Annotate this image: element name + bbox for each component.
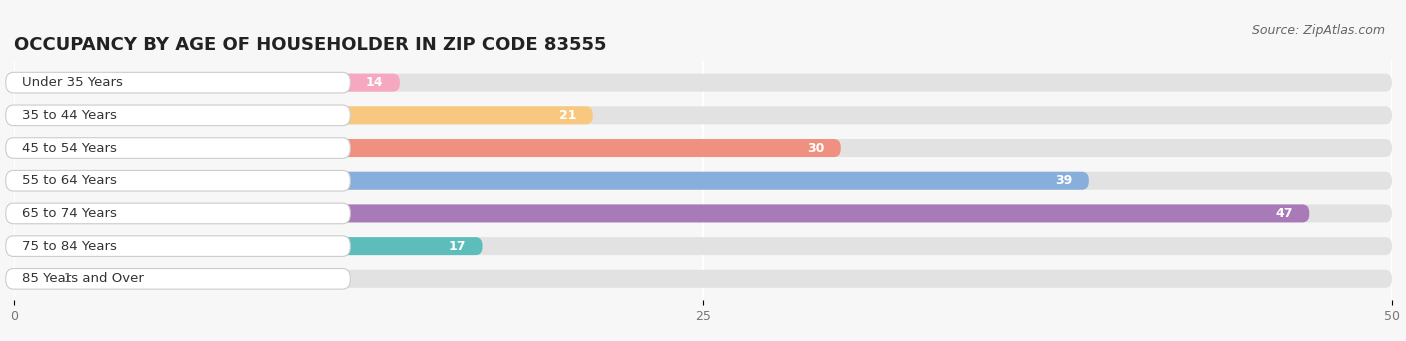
- FancyBboxPatch shape: [14, 106, 593, 124]
- Text: 75 to 84 Years: 75 to 84 Years: [22, 240, 117, 253]
- FancyBboxPatch shape: [6, 72, 350, 93]
- FancyBboxPatch shape: [6, 105, 350, 125]
- FancyBboxPatch shape: [6, 203, 350, 224]
- FancyBboxPatch shape: [6, 236, 350, 256]
- FancyBboxPatch shape: [14, 270, 1392, 288]
- FancyBboxPatch shape: [6, 170, 350, 191]
- FancyBboxPatch shape: [14, 74, 1392, 92]
- Text: 65 to 74 Years: 65 to 74 Years: [22, 207, 117, 220]
- FancyBboxPatch shape: [14, 74, 399, 92]
- FancyBboxPatch shape: [14, 106, 1392, 124]
- Text: Source: ZipAtlas.com: Source: ZipAtlas.com: [1251, 24, 1385, 37]
- Text: OCCUPANCY BY AGE OF HOUSEHOLDER IN ZIP CODE 83555: OCCUPANCY BY AGE OF HOUSEHOLDER IN ZIP C…: [14, 36, 606, 54]
- FancyBboxPatch shape: [14, 172, 1088, 190]
- Text: 35 to 44 Years: 35 to 44 Years: [22, 109, 117, 122]
- Text: 1: 1: [63, 272, 72, 285]
- Text: 14: 14: [366, 76, 384, 89]
- FancyBboxPatch shape: [6, 138, 350, 158]
- Text: 21: 21: [558, 109, 576, 122]
- FancyBboxPatch shape: [14, 139, 1392, 157]
- Text: 17: 17: [449, 240, 465, 253]
- FancyBboxPatch shape: [14, 237, 482, 255]
- Text: Under 35 Years: Under 35 Years: [22, 76, 124, 89]
- FancyBboxPatch shape: [14, 205, 1309, 222]
- FancyBboxPatch shape: [14, 270, 42, 288]
- Text: 55 to 64 Years: 55 to 64 Years: [22, 174, 117, 187]
- Text: 85 Years and Over: 85 Years and Over: [22, 272, 145, 285]
- Text: 39: 39: [1054, 174, 1073, 187]
- FancyBboxPatch shape: [14, 205, 1392, 222]
- FancyBboxPatch shape: [6, 268, 350, 289]
- FancyBboxPatch shape: [14, 237, 1392, 255]
- FancyBboxPatch shape: [14, 139, 841, 157]
- FancyBboxPatch shape: [14, 172, 1392, 190]
- Text: 30: 30: [807, 142, 824, 154]
- Text: 47: 47: [1275, 207, 1292, 220]
- Text: 45 to 54 Years: 45 to 54 Years: [22, 142, 117, 154]
